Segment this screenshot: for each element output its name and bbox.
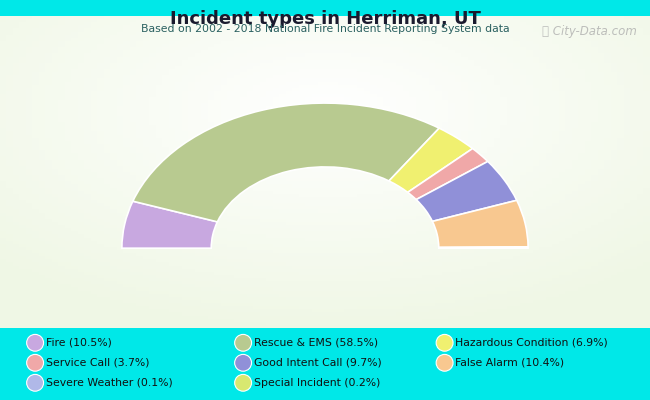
Text: Based on 2002 - 2018 National Fire Incident Reporting System data: Based on 2002 - 2018 National Fire Incid… <box>140 24 510 34</box>
Wedge shape <box>122 201 217 248</box>
Text: Special Incident (0.2%): Special Incident (0.2%) <box>254 378 380 388</box>
Wedge shape <box>389 128 473 192</box>
Text: Rescue & EMS (58.5%): Rescue & EMS (58.5%) <box>254 338 378 348</box>
Wedge shape <box>408 148 488 200</box>
Wedge shape <box>133 103 439 222</box>
Text: Service Call (3.7%): Service Call (3.7%) <box>46 358 149 368</box>
Text: Hazardous Condition (6.9%): Hazardous Condition (6.9%) <box>455 338 608 348</box>
Wedge shape <box>439 247 528 248</box>
Wedge shape <box>432 200 528 248</box>
Text: Good Intent Call (9.7%): Good Intent Call (9.7%) <box>254 358 382 368</box>
Text: Fire (10.5%): Fire (10.5%) <box>46 338 111 348</box>
Text: ⓘ City-Data.com: ⓘ City-Data.com <box>542 25 637 38</box>
Text: Incident types in Herriman, UT: Incident types in Herriman, UT <box>170 10 480 28</box>
Wedge shape <box>416 162 517 221</box>
Text: Severe Weather (0.1%): Severe Weather (0.1%) <box>46 378 172 388</box>
Text: False Alarm (10.4%): False Alarm (10.4%) <box>455 358 564 368</box>
